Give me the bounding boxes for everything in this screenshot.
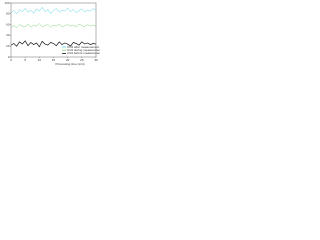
y-tick-label: 20 <box>6 44 10 48</box>
legend-label: CO2 during measurement <box>67 48 100 52</box>
x-tick-label: 30 <box>94 58 98 62</box>
series-line <box>10 40 97 48</box>
x-tick-label: 0 <box>10 58 12 62</box>
x-tick-label: 10 <box>38 58 42 62</box>
x-tick-label: 15 <box>52 58 56 62</box>
y-tick-label: 100 <box>4 1 9 5</box>
legend-label: CO2 before measurement <box>67 51 100 55</box>
x-tick-label: 25 <box>80 58 84 62</box>
series-line <box>10 23 97 29</box>
y-tick-label: 0 <box>8 55 10 59</box>
y-tick-label: 60 <box>6 22 10 26</box>
y-tick-label: 80 <box>6 12 10 16</box>
legend-label: CO2 after measurement <box>67 45 99 49</box>
x-axis-label: Processing time (min) <box>55 62 84 66</box>
page: {"chart_data": {"type": "line", "x_label… <box>0 0 320 68</box>
x-tick-label: 5 <box>24 58 26 62</box>
series-line <box>10 6 97 15</box>
x-tick-label: 20 <box>66 58 70 62</box>
y-tick-label: 40 <box>6 33 10 37</box>
